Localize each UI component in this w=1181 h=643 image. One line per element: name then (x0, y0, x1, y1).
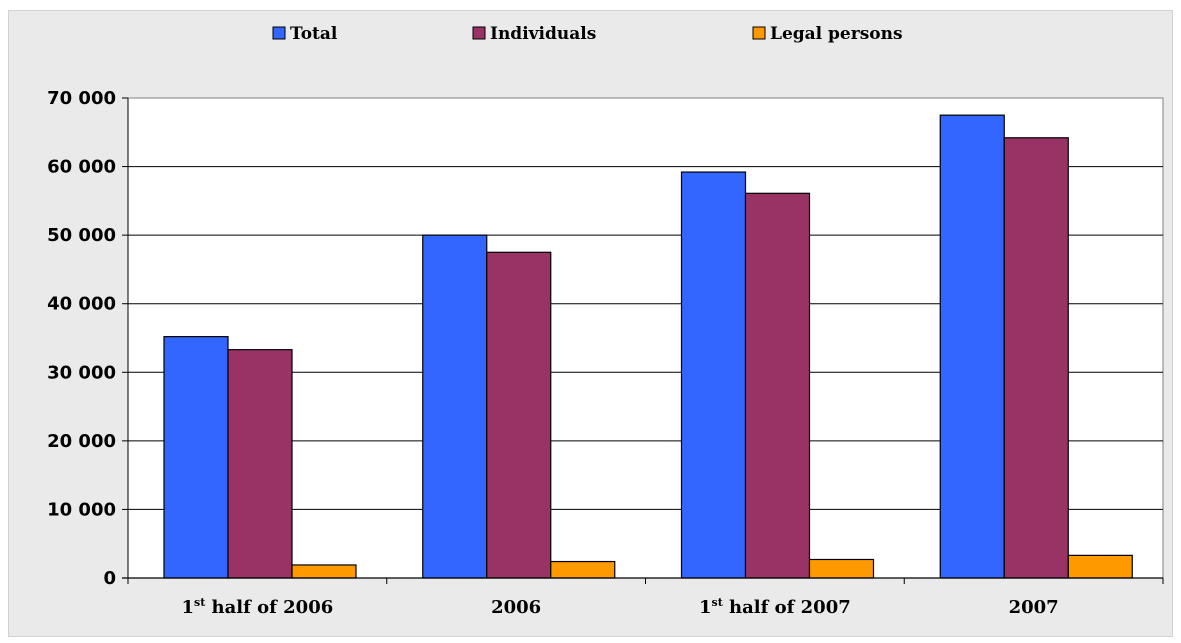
legend-label: Total (290, 24, 338, 44)
x-tick-label: 2006 (491, 597, 541, 618)
y-tick-label: 50 000 (47, 225, 116, 246)
x-tick-label-main: 1 (699, 597, 712, 618)
legend: Total Individuals Legal persons (272, 24, 903, 44)
x-tick-label: 1st half of 2006 (181, 596, 333, 618)
legend-label: Legal persons (770, 24, 903, 44)
y-tick-label: 20 000 (47, 431, 116, 452)
bar-legal-persons (550, 560, 616, 579)
bar-legal-persons (291, 564, 357, 579)
y-tick-label: 40 000 (47, 294, 116, 315)
legend-swatch (272, 26, 286, 40)
x-tick-label-main: 1 (181, 597, 194, 618)
y-tick-label: 60 000 (47, 157, 116, 178)
bars (163, 114, 1133, 579)
y-tick-label: 30 000 (47, 362, 116, 383)
bar-individuals (744, 192, 811, 579)
x-tick-label: 2007 (1009, 597, 1059, 618)
legend-swatch (752, 26, 766, 40)
legend-item: Legal persons (752, 24, 903, 44)
bar-legal-persons (1067, 554, 1133, 579)
y-tick-label: 70 000 (47, 88, 116, 109)
bar-total (422, 234, 488, 579)
bar-individuals (1003, 137, 1069, 579)
x-axis: 1st half of 2006 2006 1st half of 2007 2007 (122, 577, 1164, 618)
x-tick-label-superscript: st (194, 596, 206, 609)
y-axis: 0 10 000 20 000 30 000 40 000 50 000 60 000 70 … (47, 88, 129, 589)
y-tick-label: 0 (103, 568, 116, 589)
legend-item: Individuals (472, 24, 596, 44)
legend-label: Individuals (490, 24, 596, 44)
legend-swatch (472, 26, 486, 40)
bar-individuals (227, 349, 293, 579)
x-tick-label-superscript: st (712, 596, 724, 609)
bar-total (680, 171, 747, 579)
bar-legal-persons (808, 558, 875, 579)
x-tick-label-rest: half of 2006 (205, 597, 333, 618)
x-tick-label-main: 2006 (491, 597, 541, 618)
y-tick-label: 10 000 (47, 499, 116, 520)
bar-total (939, 114, 1005, 579)
legend-item: Total (272, 24, 338, 44)
bar-individuals (486, 251, 552, 579)
x-tick-label: 1st half of 2007 (699, 596, 851, 618)
x-tick-label-main: 2007 (1009, 597, 1059, 618)
bar-total (163, 336, 229, 579)
x-tick-label-rest: half of 2007 (723, 597, 851, 618)
